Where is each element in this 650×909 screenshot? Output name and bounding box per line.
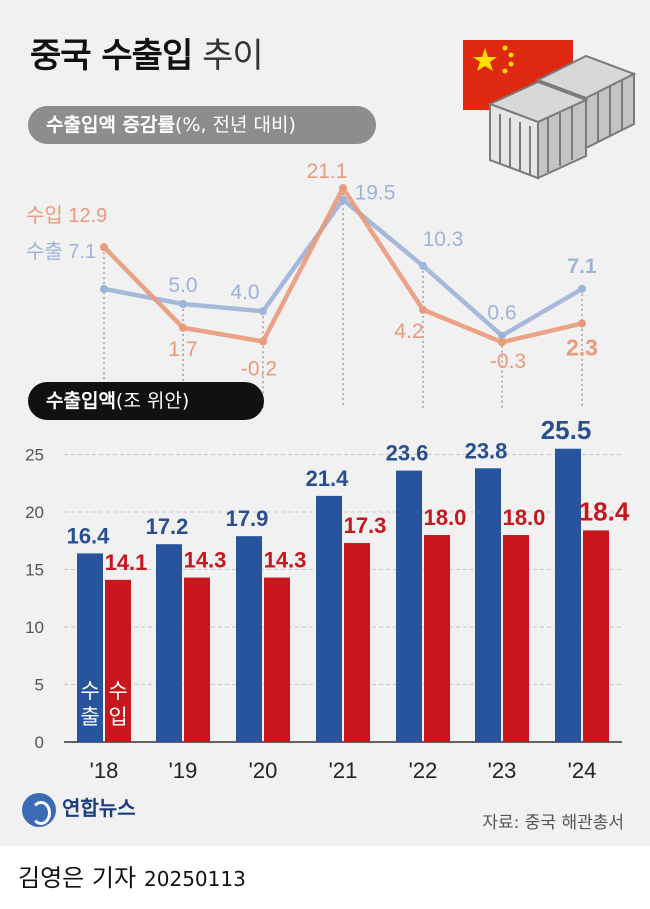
y-tick-label: 20 xyxy=(25,503,44,522)
import-bar xyxy=(583,530,609,742)
export-bar xyxy=(316,495,342,742)
import-point xyxy=(179,323,187,332)
reporter-credit: 김영은 기자 20250113 xyxy=(18,858,246,893)
export-bar xyxy=(156,544,182,742)
import-point xyxy=(339,184,347,193)
reporter-name: 김영은 기자 xyxy=(18,864,137,892)
export-point xyxy=(339,195,347,204)
import-point xyxy=(578,319,586,328)
import-bar xyxy=(105,579,131,742)
growth-label-bold: 수출입액 증감률 xyxy=(46,114,175,136)
export-bar-value: 17.9 xyxy=(226,506,269,531)
export-bar-value: 21.4 xyxy=(306,466,350,491)
import-bar-value: 14.3 xyxy=(184,548,227,573)
x-tick-label: '24 xyxy=(568,758,597,783)
import-bar-value: 18.0 xyxy=(503,505,546,530)
yonhap-logo-icon xyxy=(22,792,56,827)
import-inbar-label: 수 xyxy=(108,680,127,703)
y-tick-label: 10 xyxy=(25,618,44,637)
title-light: 추이 xyxy=(202,36,264,76)
import-bar xyxy=(264,577,290,742)
export-value-label: 10.3 xyxy=(423,228,464,251)
y-tick-label: 15 xyxy=(25,561,44,580)
export-value-label: 19.5 xyxy=(355,182,396,205)
import-value-label: 2.3 xyxy=(566,334,598,360)
export-bar-value: 25.5 xyxy=(541,420,592,445)
export-bar-value: 23.6 xyxy=(386,441,429,466)
import-bar-value: 14.1 xyxy=(105,550,148,575)
amount-bar-chart: 0 5 10 15 20 25 16.414.1 17.2 14.3 17.9 14.3 21.4 1… xyxy=(25,420,630,783)
growth-line-chart: 5.0 4.0 19.5 10.3 0.6 7.1 1.7 -0.2 21.1 4.2 -0.3 2.… xyxy=(26,160,598,408)
export-value-label: 0.6 xyxy=(487,302,516,325)
import-value-label: 1.7 xyxy=(168,338,197,361)
import-value-label: 21.1 xyxy=(307,160,348,183)
growth-section-label: 수출입액 증감률(%, 전년 대비) xyxy=(28,106,376,144)
x-tick-label: '21 xyxy=(329,758,358,783)
x-tick-label: '19 xyxy=(169,758,198,783)
y-tick-label: 25 xyxy=(25,446,44,465)
source-note: 자료: 중국 해관총서 xyxy=(482,813,624,833)
amount-label-bold: 수출입액 xyxy=(46,390,116,412)
x-tick-label: '23 xyxy=(488,758,517,783)
export-bar-value: 17.2 xyxy=(146,514,189,539)
y-tick-label: 5 xyxy=(35,676,44,695)
export-value-label: 7.1 xyxy=(567,255,597,278)
import-value-label: 4.2 xyxy=(394,320,423,343)
export-inbar-label: 출 xyxy=(80,706,99,729)
import-value-label: -0.2 xyxy=(241,357,277,380)
export-bar-value: 16.4 xyxy=(67,523,111,548)
import-point xyxy=(259,337,267,346)
export-series-label: 수출 7.1 xyxy=(26,240,96,263)
export-point xyxy=(498,331,506,340)
import-point xyxy=(419,305,427,314)
export-bar xyxy=(236,536,262,742)
export-point xyxy=(100,284,108,293)
page-title: 중국 수출입 추이 xyxy=(30,28,264,77)
amount-section-label: 수출입액(조 위안) xyxy=(28,382,264,420)
import-bar xyxy=(184,577,210,742)
x-tick-label: '22 xyxy=(409,758,438,783)
amount-label-rest: (조 위안) xyxy=(115,390,190,412)
import-bar xyxy=(424,535,450,742)
growth-label-rest: (%, 전년 대비) xyxy=(174,114,296,136)
import-bar xyxy=(344,543,370,742)
logo-text: 연합뉴스 xyxy=(62,796,136,820)
x-tick-label: '18 xyxy=(90,758,119,783)
import-point xyxy=(498,338,506,347)
import-value-label: -0.3 xyxy=(490,350,526,373)
export-value-label: 5.0 xyxy=(168,274,197,297)
export-bar xyxy=(77,553,103,742)
export-point xyxy=(419,261,427,270)
import-point xyxy=(100,243,108,252)
title-bold: 중국 수출입 xyxy=(30,36,193,76)
x-tick-label: '20 xyxy=(249,758,278,783)
credit-date: 20250113 xyxy=(144,867,246,891)
export-point xyxy=(259,307,267,316)
export-bar xyxy=(396,470,422,742)
export-value-label: 4.0 xyxy=(230,281,259,304)
export-inbar-label: 수 xyxy=(80,680,99,703)
import-bar-value: 17.3 xyxy=(344,513,387,538)
yonhap-logo: 연합뉴스 xyxy=(22,792,136,827)
import-bar-value: 18.0 xyxy=(424,505,467,530)
import-bar xyxy=(503,535,529,742)
y-tick-label: 0 xyxy=(35,733,44,752)
export-bar xyxy=(475,468,501,742)
infographic-card: 중국 수출입 추이 수출입액 증감률(%, 전년 대비) xyxy=(0,0,650,846)
export-point xyxy=(179,300,187,308)
import-bar-value: 18.4 xyxy=(579,496,630,526)
import-inbar-label: 입 xyxy=(108,706,127,729)
export-point xyxy=(578,284,586,293)
shipping-crate-icon xyxy=(487,54,637,180)
import-bar-value: 14.3 xyxy=(264,548,307,573)
export-bar-value: 23.8 xyxy=(465,438,508,463)
export-bar xyxy=(555,448,581,742)
import-series-label: 수입 12.9 xyxy=(26,204,107,227)
